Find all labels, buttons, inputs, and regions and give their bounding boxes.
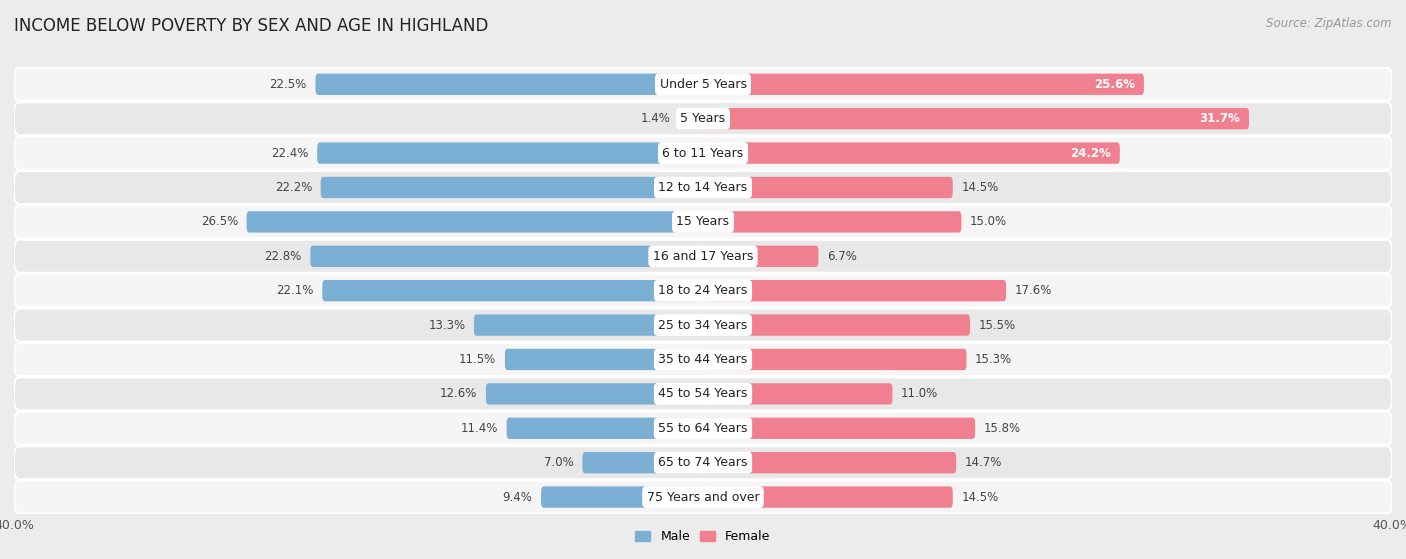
FancyBboxPatch shape [318, 143, 703, 164]
Text: 11.0%: 11.0% [901, 387, 938, 400]
Text: 22.8%: 22.8% [264, 250, 302, 263]
Text: 15.5%: 15.5% [979, 319, 1015, 331]
FancyBboxPatch shape [322, 280, 703, 301]
Legend: Male, Female: Male, Female [630, 525, 776, 548]
FancyBboxPatch shape [582, 452, 703, 473]
Text: 22.2%: 22.2% [274, 181, 312, 194]
FancyBboxPatch shape [703, 349, 966, 370]
FancyBboxPatch shape [506, 418, 703, 439]
Text: 9.4%: 9.4% [502, 491, 533, 504]
Text: 65 to 74 Years: 65 to 74 Years [658, 456, 748, 469]
Text: 22.5%: 22.5% [270, 78, 307, 91]
FancyBboxPatch shape [315, 74, 703, 95]
FancyBboxPatch shape [14, 136, 1392, 169]
FancyBboxPatch shape [703, 383, 893, 405]
Text: 55 to 64 Years: 55 to 64 Years [658, 422, 748, 435]
FancyBboxPatch shape [14, 274, 1392, 307]
Text: 6 to 11 Years: 6 to 11 Years [662, 146, 744, 159]
Text: 15.8%: 15.8% [984, 422, 1021, 435]
Text: 7.0%: 7.0% [544, 456, 574, 469]
Text: 11.5%: 11.5% [460, 353, 496, 366]
Text: 1.4%: 1.4% [640, 112, 671, 125]
FancyBboxPatch shape [505, 349, 703, 370]
FancyBboxPatch shape [703, 452, 956, 473]
Text: 12 to 14 Years: 12 to 14 Years [658, 181, 748, 194]
FancyBboxPatch shape [14, 102, 1392, 135]
Text: INCOME BELOW POVERTY BY SEX AND AGE IN HIGHLAND: INCOME BELOW POVERTY BY SEX AND AGE IN H… [14, 17, 488, 35]
FancyBboxPatch shape [14, 240, 1392, 273]
FancyBboxPatch shape [486, 383, 703, 405]
FancyBboxPatch shape [14, 481, 1392, 514]
FancyBboxPatch shape [703, 143, 1119, 164]
Text: Under 5 Years: Under 5 Years [659, 78, 747, 91]
Text: 13.3%: 13.3% [429, 319, 465, 331]
FancyBboxPatch shape [14, 309, 1392, 342]
Text: 14.7%: 14.7% [965, 456, 1002, 469]
Text: 5 Years: 5 Years [681, 112, 725, 125]
FancyBboxPatch shape [703, 74, 1144, 95]
Text: 15 Years: 15 Years [676, 215, 730, 229]
FancyBboxPatch shape [703, 245, 818, 267]
Text: 12.6%: 12.6% [440, 387, 478, 400]
Text: 26.5%: 26.5% [201, 215, 238, 229]
Text: 22.1%: 22.1% [277, 284, 314, 297]
Text: 25.6%: 25.6% [1094, 78, 1135, 91]
FancyBboxPatch shape [703, 211, 962, 233]
Text: 15.0%: 15.0% [970, 215, 1007, 229]
FancyBboxPatch shape [246, 211, 703, 233]
Text: 24.2%: 24.2% [1070, 146, 1111, 159]
Text: 25 to 34 Years: 25 to 34 Years [658, 319, 748, 331]
FancyBboxPatch shape [541, 486, 703, 508]
Text: 17.6%: 17.6% [1015, 284, 1052, 297]
FancyBboxPatch shape [14, 171, 1392, 204]
FancyBboxPatch shape [703, 108, 1249, 129]
Text: 75 Years and over: 75 Years and over [647, 491, 759, 504]
FancyBboxPatch shape [311, 245, 703, 267]
Text: 45 to 54 Years: 45 to 54 Years [658, 387, 748, 400]
Text: 11.4%: 11.4% [461, 422, 498, 435]
Text: 6.7%: 6.7% [827, 250, 856, 263]
FancyBboxPatch shape [14, 412, 1392, 445]
Text: Source: ZipAtlas.com: Source: ZipAtlas.com [1267, 17, 1392, 30]
Text: 16 and 17 Years: 16 and 17 Years [652, 250, 754, 263]
FancyBboxPatch shape [703, 177, 953, 198]
Text: 14.5%: 14.5% [962, 181, 998, 194]
FancyBboxPatch shape [703, 280, 1007, 301]
FancyBboxPatch shape [703, 418, 976, 439]
Text: 14.5%: 14.5% [962, 491, 998, 504]
FancyBboxPatch shape [679, 108, 703, 129]
FancyBboxPatch shape [14, 377, 1392, 410]
Text: 15.3%: 15.3% [976, 353, 1012, 366]
FancyBboxPatch shape [14, 343, 1392, 376]
FancyBboxPatch shape [14, 446, 1392, 479]
FancyBboxPatch shape [14, 205, 1392, 238]
FancyBboxPatch shape [474, 314, 703, 336]
Text: 31.7%: 31.7% [1199, 112, 1240, 125]
FancyBboxPatch shape [321, 177, 703, 198]
FancyBboxPatch shape [703, 486, 953, 508]
Text: 35 to 44 Years: 35 to 44 Years [658, 353, 748, 366]
Text: 18 to 24 Years: 18 to 24 Years [658, 284, 748, 297]
FancyBboxPatch shape [703, 314, 970, 336]
FancyBboxPatch shape [14, 68, 1392, 101]
Text: 22.4%: 22.4% [271, 146, 308, 159]
